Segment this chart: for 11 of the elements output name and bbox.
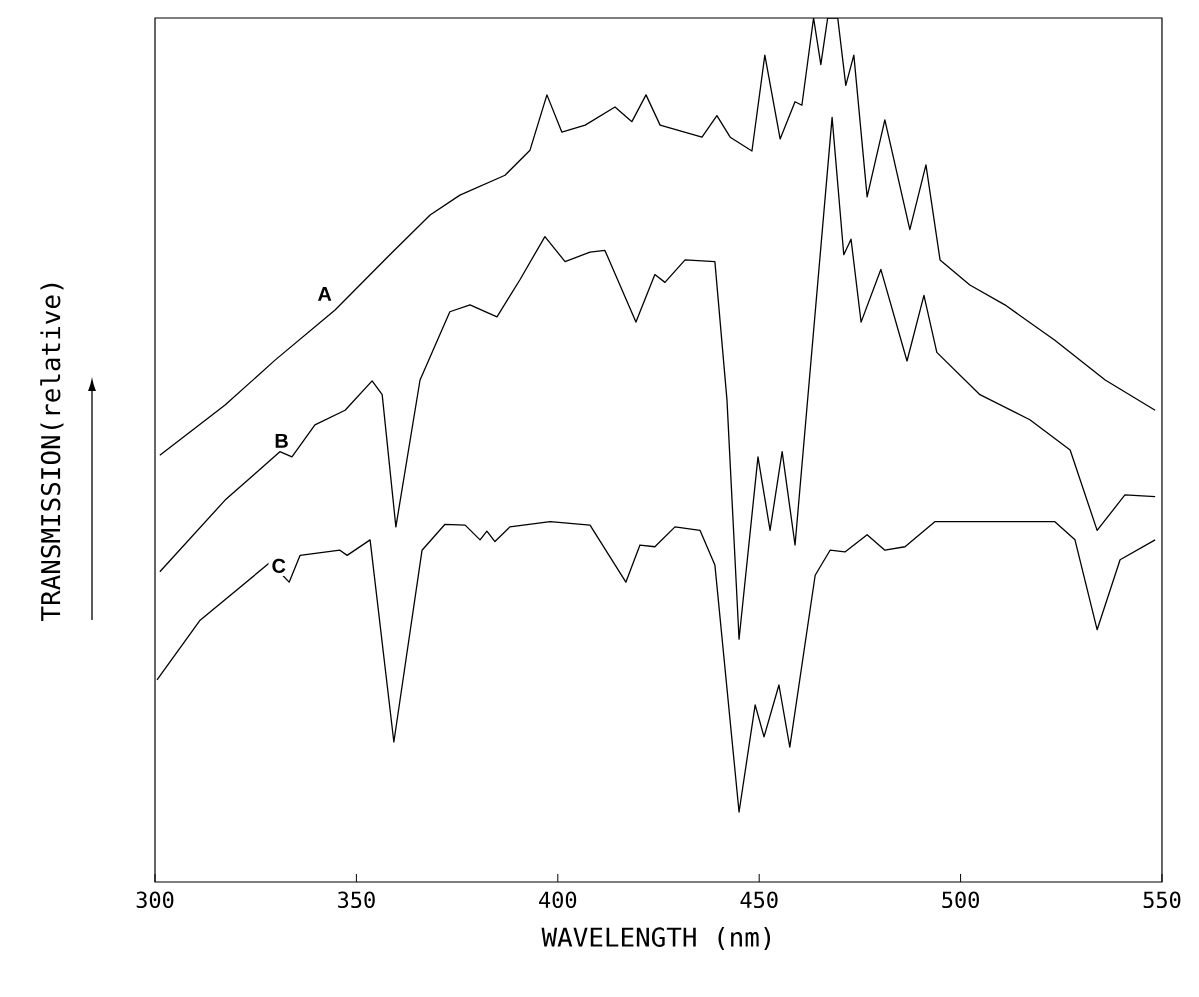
- series-label: A: [317, 287, 332, 301]
- series-label: B: [275, 433, 288, 448]
- x-tick-label: 350: [338, 891, 375, 909]
- series-label: C: [272, 558, 286, 573]
- x-tick-label: 500: [942, 891, 979, 909]
- x-tick-label: 400: [539, 891, 577, 909]
- y-axis-title: TRANSMISSION(relative): [40, 283, 64, 621]
- x-tick-label: 300: [136, 891, 174, 909]
- x-axis-title: WAVELENGTH (nm): [541, 926, 771, 950]
- x-tick-label: 450: [740, 891, 778, 909]
- x-tick-label: 550: [1143, 891, 1181, 909]
